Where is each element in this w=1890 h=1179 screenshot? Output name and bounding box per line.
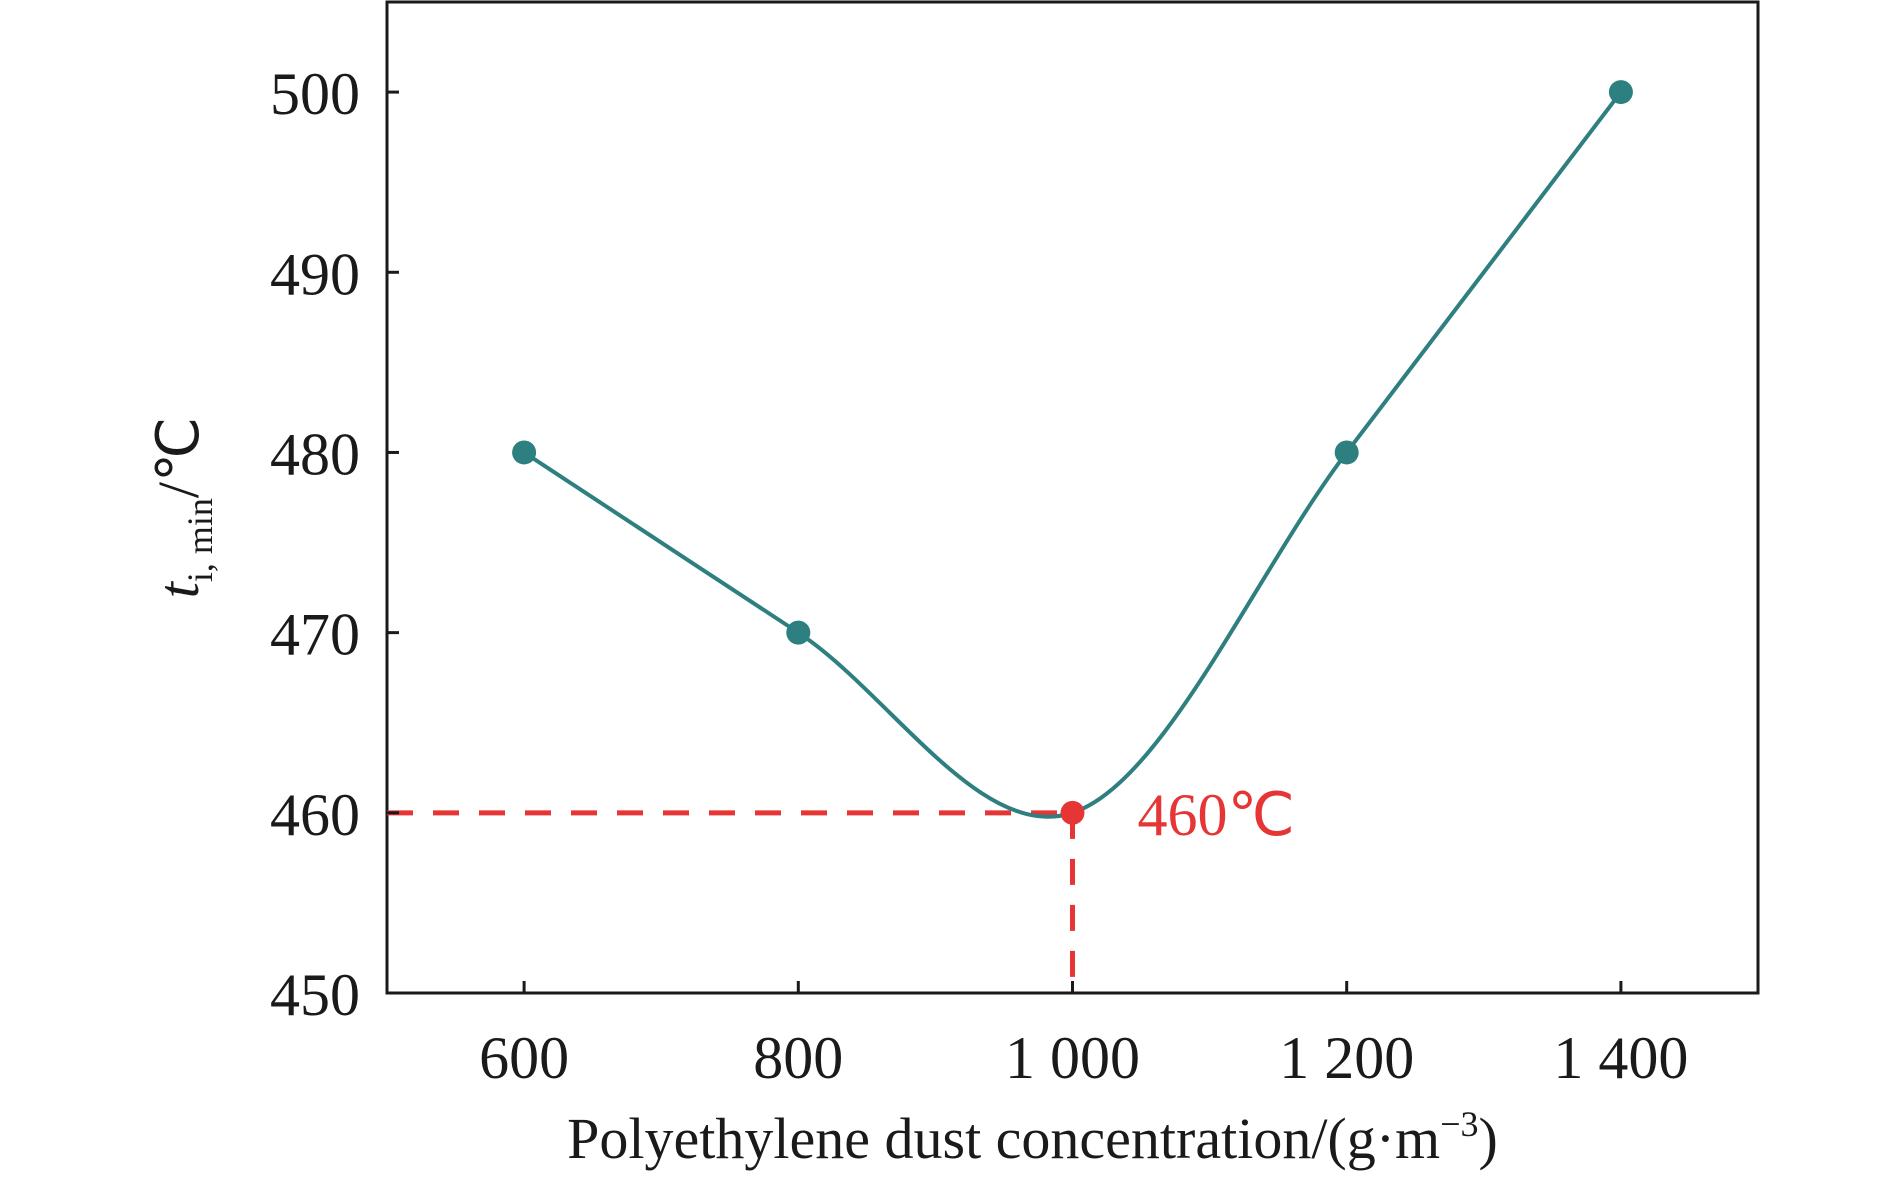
- y-axis-ticks: 450 460 470 480 490 500: [270, 61, 399, 1028]
- x-axis-title: Polyethylene dust concentration/(g·m−3): [567, 1104, 1498, 1171]
- x-tick-label: 600: [479, 1025, 569, 1091]
- x-axis-title-superscript: −3: [1440, 1104, 1478, 1144]
- x-axis-title-close: ): [1479, 1106, 1498, 1171]
- x-tick-label: 1 200: [1279, 1025, 1414, 1091]
- y-tick-label: 460: [270, 782, 360, 848]
- y-tick-label: 470: [270, 602, 360, 668]
- y-tick-label: 500: [270, 61, 360, 127]
- x-axis-title-main: Polyethylene dust concentration/(g·m: [567, 1106, 1440, 1171]
- y-tick-label: 450: [270, 962, 360, 1028]
- x-axis-ticks: 600 800 1 000 1 200 1 400: [479, 981, 1688, 1091]
- data-points: [512, 80, 1633, 825]
- data-point: [512, 440, 537, 465]
- y-axis-title-unit: /℃: [146, 417, 211, 498]
- series-line: [523, 90, 1623, 819]
- data-point: [1334, 440, 1359, 465]
- y-axis-title-main: t: [146, 580, 211, 598]
- highlight-guides: [387, 810, 1075, 993]
- data-point: [786, 620, 811, 645]
- x-tick-label: 1 000: [1005, 1025, 1140, 1091]
- data-point: [1608, 80, 1633, 105]
- y-axis-title: ti, min/℃: [146, 417, 220, 598]
- x-tick-label: 1 400: [1553, 1025, 1688, 1091]
- y-tick-label: 480: [270, 421, 360, 487]
- highlight-point: [1060, 800, 1085, 825]
- x-tick-label: 800: [753, 1025, 843, 1091]
- highlight-label: 460℃: [1138, 782, 1295, 848]
- y-axis-title-subscript: i, min: [180, 498, 220, 582]
- y-tick-label: 490: [270, 241, 360, 307]
